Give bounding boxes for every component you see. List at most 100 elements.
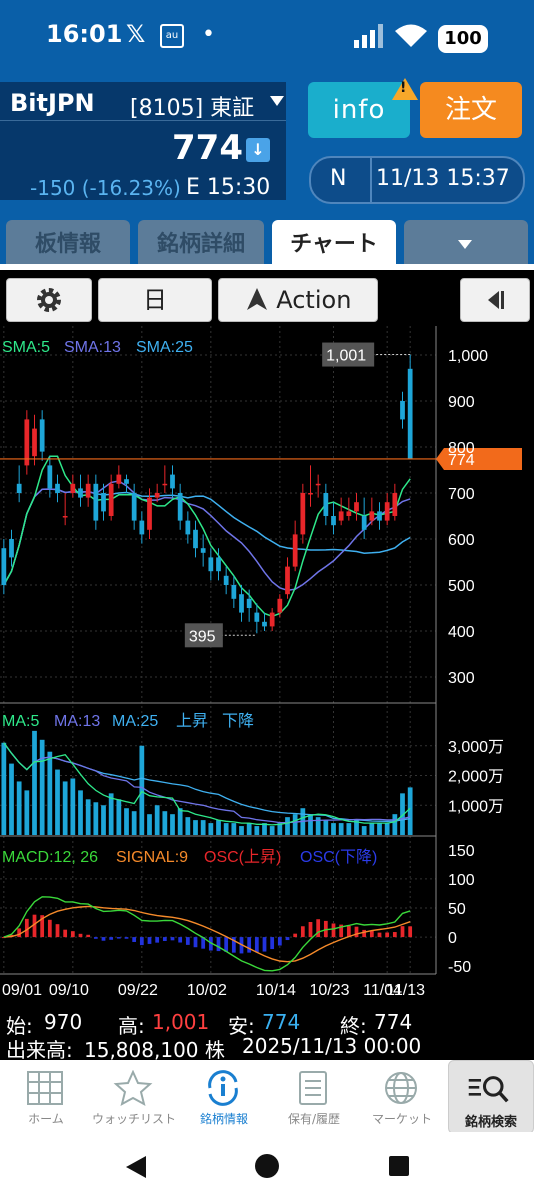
volume-bar [354, 820, 359, 835]
settings-button[interactable] [6, 278, 92, 322]
nav-watchlist[interactable]: ウォッチリスト [90, 1060, 178, 1132]
volume-label: 出来高: [6, 1038, 73, 1062]
tab-board[interactable]: 板情報 [6, 220, 130, 264]
nav-home[interactable]: ホーム [2, 1060, 90, 1132]
volume-bar [239, 826, 244, 835]
macd-osc-bar [408, 926, 413, 938]
candle-body [101, 493, 106, 512]
price-change: -150 (-16.23%) [30, 176, 181, 200]
period-button[interactable]: 日 [98, 278, 212, 322]
price-axis-tick: 1,000 [448, 348, 488, 365]
candle-body [377, 511, 382, 521]
order-button[interactable]: 注文 [420, 82, 522, 138]
candle-body [170, 474, 175, 489]
gear-icon [37, 288, 61, 312]
macd-osc-bar [293, 933, 298, 938]
list-icon [299, 1071, 327, 1105]
volume-ma5-line [3, 742, 411, 826]
stock-header [0, 82, 286, 200]
tab-underline [0, 264, 534, 270]
collapse-button[interactable] [460, 278, 530, 322]
stock-chart[interactable]: 7741,0013951,000900800700600500400300SMA… [0, 322, 534, 1006]
nav-stock-search[interactable]: 銘柄検索 [448, 1060, 534, 1134]
candle-body [177, 493, 183, 521]
macd-osc-bar [193, 937, 198, 948]
macd-osc-bar [377, 932, 382, 938]
price-axis-tick: 900 [448, 394, 475, 411]
candle-body [55, 483, 60, 493]
volume-bar [78, 790, 83, 835]
action-button[interactable]: Action [218, 278, 378, 322]
price-axis-tick: 800 [448, 440, 475, 457]
volume-bar [32, 730, 37, 835]
candle-body [70, 483, 76, 493]
macd-osc-bar [55, 924, 60, 938]
macd-osc-bar [93, 937, 98, 939]
volume-bar [93, 802, 99, 835]
x-axis-tick: 11/04 [363, 982, 402, 999]
volume-bar [285, 817, 290, 835]
chevron-down-icon[interactable] [458, 240, 472, 249]
macd-axis-tick: 50 [448, 901, 466, 918]
candle-body [147, 497, 152, 530]
signal-icon [354, 24, 383, 48]
macd-osc-bar [162, 937, 167, 942]
stock-name[interactable]: BitJPN [10, 89, 95, 117]
macd-osc-bar [277, 937, 282, 946]
chart-area [0, 270, 534, 1060]
volume-bar [200, 820, 206, 835]
candle-body [269, 612, 275, 627]
macd-osc-bar [201, 937, 206, 949]
candle-body [262, 621, 267, 627]
tab-chart[interactable]: チャート [272, 220, 396, 266]
volume-bar [24, 790, 30, 835]
timestamp-pill[interactable] [309, 156, 525, 204]
macd-osc-bar [254, 937, 259, 953]
macd-osc-bar [354, 926, 359, 938]
low-label: 395 [189, 628, 216, 645]
macd-osc-bar [331, 923, 336, 938]
macd-legend-item: OSC(下降) [300, 848, 377, 866]
macd-osc-bar [47, 919, 52, 938]
home-circle-icon[interactable] [254, 1153, 280, 1179]
volume-legend-item: MA:13 [54, 713, 100, 730]
chevron-down-icon[interactable] [270, 96, 284, 106]
macd-osc-bar [216, 937, 221, 952]
nav-holdings[interactable]: 保有/履歴 [270, 1060, 358, 1132]
volume-bar [400, 793, 405, 835]
nav-market[interactable]: マーケット [358, 1060, 446, 1132]
sma5-line [3, 455, 411, 618]
macd-osc-bar [316, 919, 321, 938]
candle-body [254, 612, 260, 622]
candle-body [24, 419, 30, 466]
back-triangle-icon[interactable] [122, 1154, 148, 1180]
macd-osc-bar [178, 937, 183, 943]
low-label: 安: [228, 1014, 255, 1038]
candle-body [323, 493, 329, 516]
nav-stock-info[interactable]: 銘柄情報 [180, 1060, 268, 1132]
low-label-box [184, 623, 223, 648]
system-nav-bar [0, 1132, 534, 1199]
candle-body [39, 419, 45, 452]
volume-bar [131, 811, 137, 835]
macd-osc-bar [70, 931, 75, 938]
arrow-down-icon: ↓ [246, 138, 270, 162]
volume-bar [323, 820, 329, 835]
macd-osc-bar [109, 937, 114, 940]
candle-body [131, 493, 137, 521]
volume-bar [223, 823, 229, 835]
x-axis-tick: 09/01 [2, 982, 42, 999]
divider [370, 158, 372, 202]
volume-bar [315, 817, 321, 835]
macd-osc-bar [124, 937, 129, 939]
stock-code-market[interactable]: [8105] 東証 [130, 96, 255, 121]
candle-body [384, 502, 390, 521]
price-axis-tick: 500 [448, 578, 475, 595]
candle-body [292, 534, 298, 567]
nav-label: ウォッチリスト [91, 1112, 176, 1126]
tab-stock-detail[interactable]: 銘柄詳細 [138, 220, 264, 264]
recents-square-icon[interactable] [388, 1155, 410, 1177]
volume-bar [16, 781, 22, 835]
macd-axis-tick: 100 [448, 872, 475, 889]
volume-bar [170, 814, 175, 835]
